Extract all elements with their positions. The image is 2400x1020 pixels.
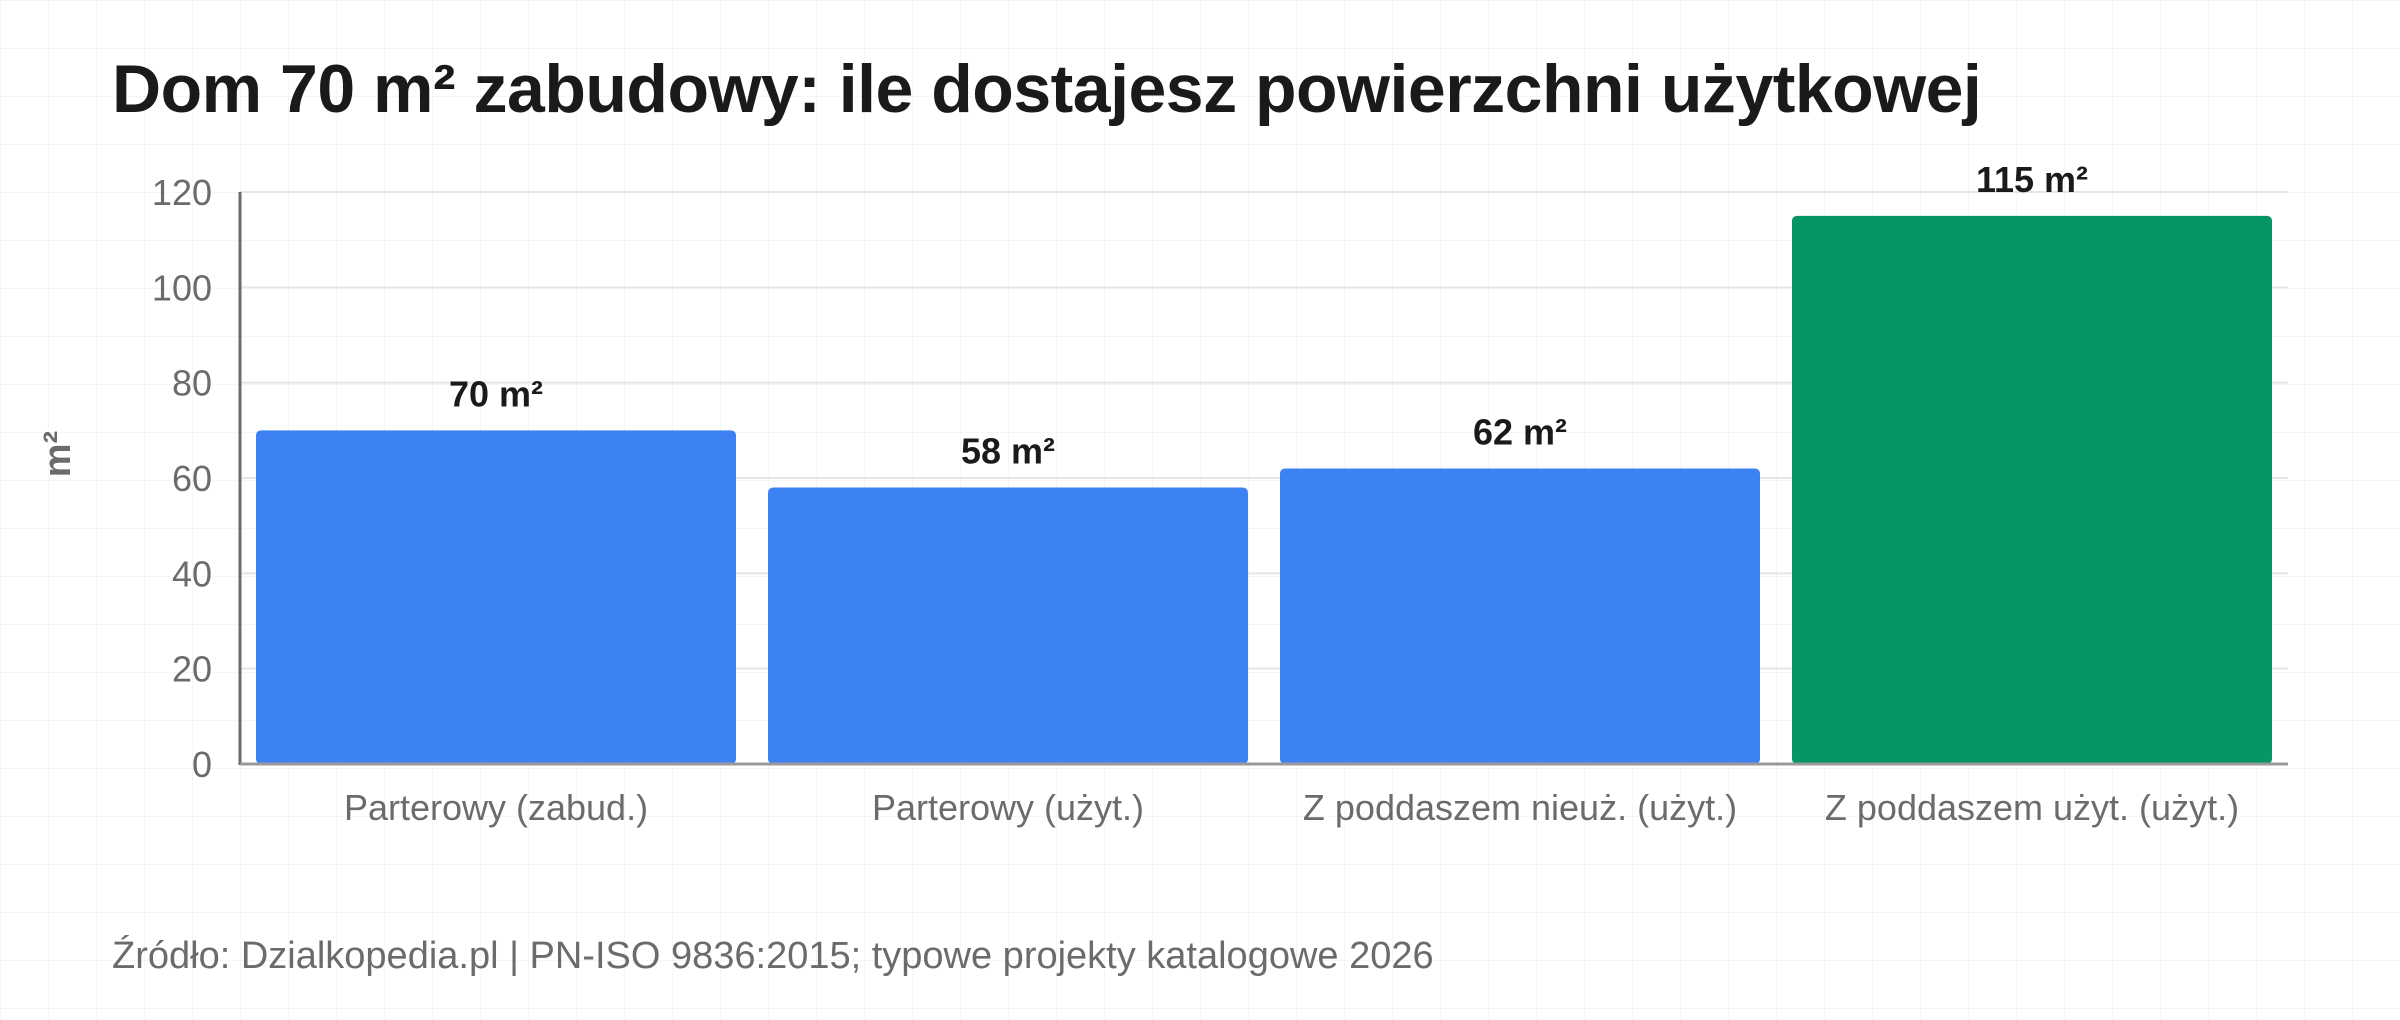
bar-3 (1280, 468, 1760, 764)
y-tick-label: 20 (172, 649, 212, 690)
chart-title: Dom 70 m² zabudowy: ile dostajesz powier… (112, 51, 1982, 127)
y-tick-label: 100 (152, 267, 212, 308)
y-tick-label: 40 (172, 553, 212, 594)
bar-value-label: 70 m² (449, 373, 543, 414)
x-tick-label: Z poddaszem użyt. (użyt.) (1825, 787, 2239, 828)
axes (238, 192, 2288, 766)
bar-2 (768, 487, 1248, 764)
y-axis-label: m² (37, 431, 79, 477)
y-tick-label: 60 (172, 458, 212, 499)
x-tick-label: Z poddaszem nieuż. (użyt.) (1303, 787, 1737, 828)
bar-value-label: 115 m² (1976, 159, 2088, 200)
x-tick-label: Parterowy (użyt.) (872, 787, 1144, 828)
y-tick-label: 120 (152, 172, 212, 213)
bars (256, 215, 2272, 765)
bar-1 (256, 430, 736, 764)
x-tick-label: Parterowy (zabud.) (344, 787, 648, 828)
labels: 0 20 40 60 80 100 120 70 m² Parterowy (zabud.) 58… (37, 159, 2239, 828)
bar-4 (1792, 215, 2272, 765)
source-note: Źródło: Dzialkopedia.pl | PN-ISO 9836:20… (112, 935, 1434, 977)
y-tick-label: 0 (192, 744, 212, 785)
bar-value-label: 58 m² (961, 431, 1055, 472)
bar-value-label: 62 m² (1473, 411, 1567, 452)
y-tick-label: 80 (172, 363, 212, 404)
